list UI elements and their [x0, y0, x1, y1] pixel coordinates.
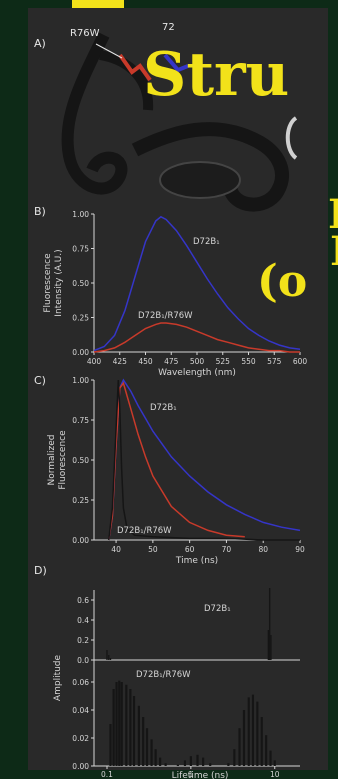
overlay-line-2: I — [328, 191, 338, 238]
y-tick-label: 0.04 — [72, 706, 89, 715]
series-line — [93, 322, 300, 353]
x-tick-label: 525 — [216, 357, 231, 366]
x-tick-label: 50 — [148, 545, 158, 554]
panel-a-structure: A) R76W 72 — [34, 22, 298, 212]
x-tick-label: 70 — [222, 545, 232, 554]
r76w-pointer — [95, 43, 123, 59]
chart-c: 0.00 0.25 0.50 0.75 1.00 40 50 60 70 80 90 Time (ns… — [47, 376, 305, 566]
y-tick-label: 0.75 — [72, 245, 89, 254]
y-tick-label: 0.25 — [72, 496, 89, 505]
panel-c-label: C) — [34, 374, 46, 387]
series-line — [107, 381, 245, 541]
x-tick-label: 400 — [87, 357, 102, 366]
r76w-sidechain — [118, 53, 152, 82]
y-axis-label: Normalized — [47, 434, 57, 485]
series-annotation: D72B₁/R76W — [138, 311, 193, 321]
y-tick-label: 0.06 — [72, 678, 89, 687]
y-tick-label: 0.00 — [72, 762, 89, 771]
y-tick-label: 0.50 — [72, 279, 89, 288]
y-tick-label: 1.00 — [72, 376, 89, 385]
x-tick-label: 90 — [295, 545, 305, 554]
x-axis-label: Wavelength (nm) — [158, 368, 236, 378]
x-axis-label: Time (ns) — [175, 556, 218, 566]
y-axis-label: Fluorescence — [58, 430, 68, 490]
residue-72-label: 72 — [162, 22, 175, 33]
helix-barrel — [159, 161, 241, 199]
panel-d-label: D) — [34, 564, 47, 577]
x-tick-label: 550 — [241, 357, 256, 366]
y-tick-label: 0.00 — [72, 536, 89, 545]
white-loop — [285, 116, 298, 160]
y-tick-label: 0.25 — [72, 314, 89, 323]
series-annotation: D72B₁ — [150, 403, 177, 413]
x-tick-label: 0.1 — [101, 770, 113, 779]
slide-headline: Stru — [143, 40, 289, 110]
coil-ribbon — [98, 50, 154, 111]
y-tick-label: 0.00 — [72, 348, 89, 357]
y-tick-label: 0.2 — [77, 636, 89, 645]
y-axis-label: Fluorescence — [43, 253, 53, 313]
series-annotation: D72B₁/R76W — [117, 526, 172, 536]
x-tick-label: 575 — [267, 357, 282, 366]
overlay-line-4: (o — [257, 256, 307, 307]
series-annotation: D72B₁ — [204, 604, 231, 614]
panel-a-label: A) — [34, 37, 46, 50]
y-tick-label: 0.75 — [72, 416, 89, 425]
y-tick-label: 0.02 — [72, 734, 89, 743]
overlay-line-3: I — [330, 228, 338, 275]
x-tick-label: 600 — [293, 357, 308, 366]
panel-b-label: B) — [34, 205, 46, 218]
x-tick-label: 425 — [113, 357, 128, 366]
series-line — [93, 215, 301, 352]
x-tick-label: 10 — [270, 770, 280, 779]
x-tick-label: 475 — [164, 357, 179, 366]
chart-b: 0.00 0.25 0.50 0.75 1.00 400 425 450 475 500 525 55… — [43, 210, 307, 378]
series-annotation: D72B₁/R76W — [136, 670, 191, 680]
series-annotation: D72B₁ — [193, 237, 220, 247]
series-line — [107, 379, 300, 541]
x-axis-label: Lifetime (ns) — [172, 771, 229, 779]
x-tick-label: 450 — [138, 357, 153, 366]
d72-sidechain — [163, 53, 189, 73]
x-tick-label: 80 — [258, 545, 268, 554]
x-tick-label: 1 — [188, 770, 193, 779]
y-tick-label: 0.50 — [72, 456, 89, 465]
y-tick-label: 0.4 — [77, 616, 89, 625]
y-axis-label: Intensity (A.U.) — [54, 249, 64, 316]
x-tick-label: 60 — [185, 545, 195, 554]
y-tick-label: 0.0 — [77, 656, 89, 665]
y-tick-label: 1.00 — [72, 210, 89, 219]
beta-ribbon — [131, 122, 290, 212]
r76w-label: R76W — [70, 28, 100, 39]
helix-ribbon — [61, 32, 128, 195]
x-tick-label: 40 — [111, 545, 121, 554]
x-tick-label: 500 — [190, 357, 205, 366]
headline-strip — [72, 0, 124, 10]
y-axis-label: Amplitude — [53, 654, 63, 701]
y-tick-label: 0.6 — [77, 596, 89, 605]
chart-d: 0.0 0.2 0.4 0.6 0.00 0.02 0.04 0.06 0.1 1 10 Lifeti… — [53, 588, 300, 779]
